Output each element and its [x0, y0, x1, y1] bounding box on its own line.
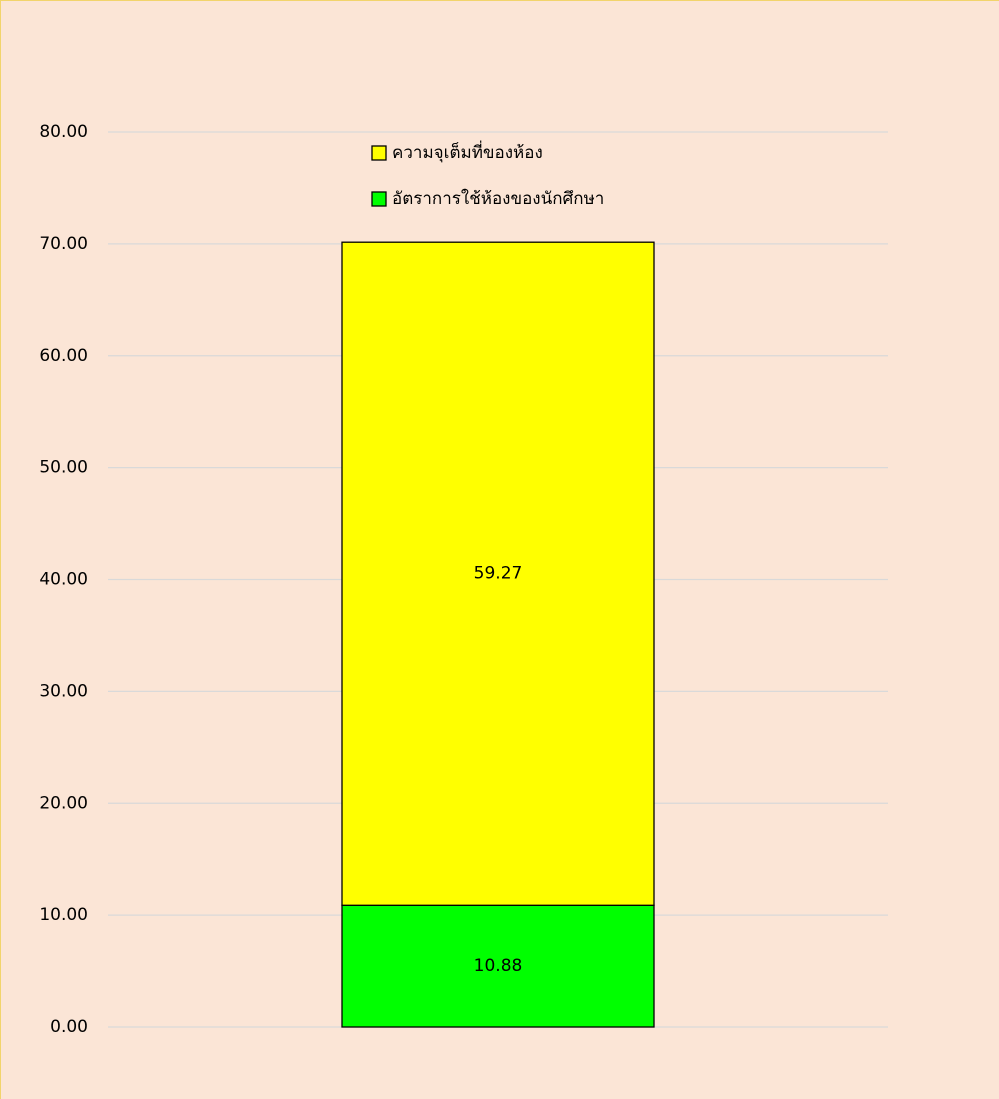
bar-segment — [341, 241, 655, 906]
legend-label: อัตราการใช้ห้องของนักศึกษา — [392, 188, 604, 209]
y-tick-label: 60.00 — [39, 346, 88, 366]
legend-swatch — [371, 191, 387, 207]
legend-swatch — [371, 145, 387, 161]
bar-segment — [341, 904, 655, 1028]
y-tick-label: 20.00 — [39, 793, 88, 813]
y-tick-label: 10.00 — [39, 905, 88, 925]
data-label: 59.27 — [474, 564, 523, 584]
y-tick-label: 50.00 — [39, 458, 88, 478]
y-tick-label: 80.00 — [39, 122, 88, 142]
legend-label: ความจุเต็มที่ของห้อง — [392, 140, 543, 163]
y-tick-label: 30.00 — [39, 681, 88, 701]
y-tick-label: 40.00 — [39, 570, 88, 590]
data-label: 10.88 — [474, 956, 523, 976]
y-tick-label: 0.00 — [50, 1017, 88, 1037]
y-tick-label: 70.00 — [39, 234, 88, 254]
